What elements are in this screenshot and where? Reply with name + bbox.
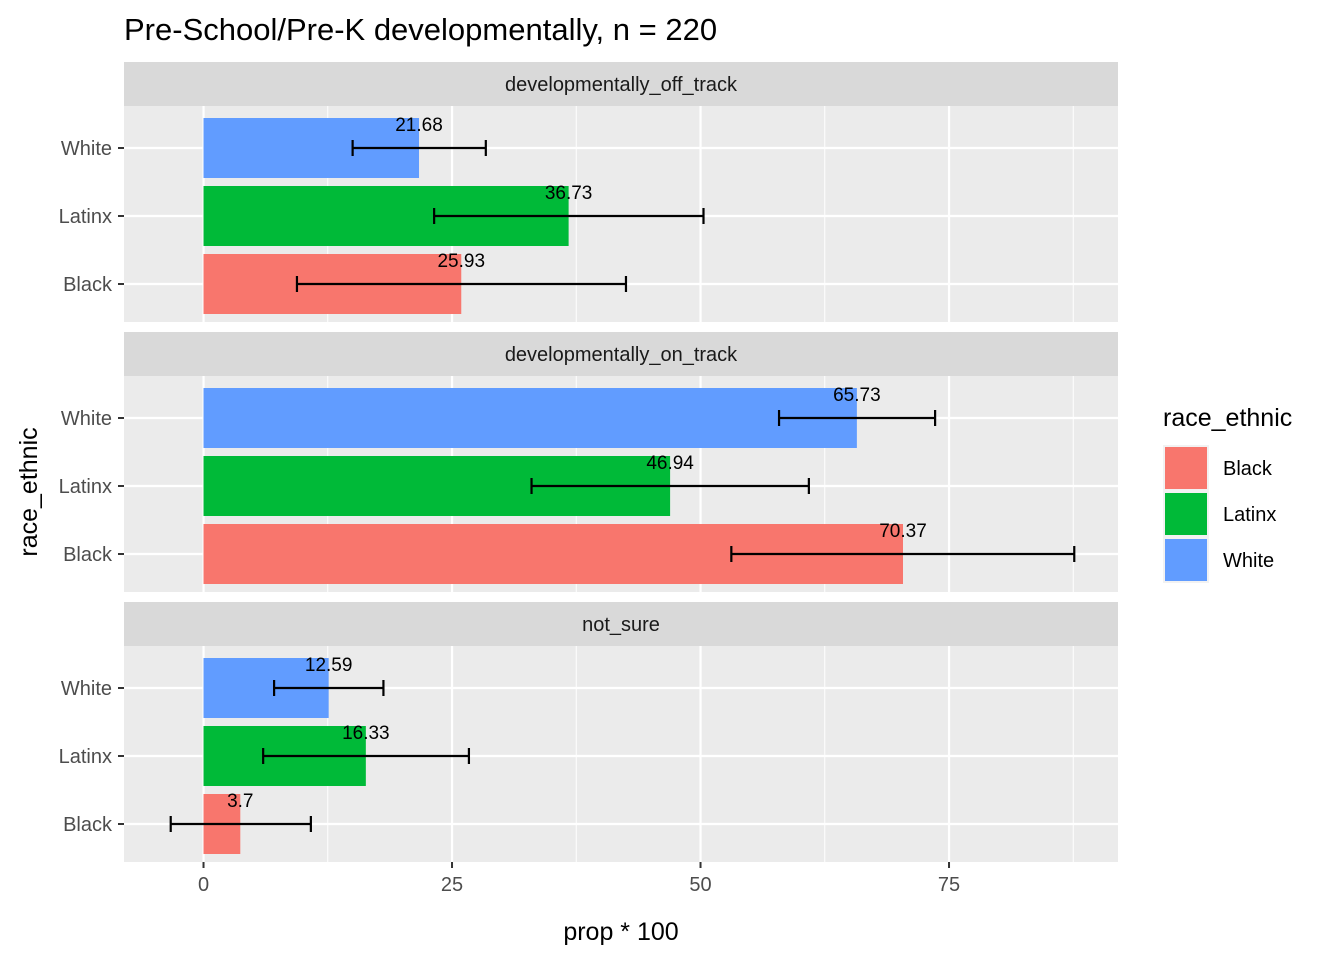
data-label-black: 25.93 xyxy=(437,251,485,272)
x-axis: 0 25 50 75 xyxy=(198,862,960,896)
facet-strip xyxy=(124,332,1118,376)
y-tick-label: White xyxy=(61,408,112,430)
legend-label: White xyxy=(1223,550,1274,572)
legend-swatch xyxy=(1165,539,1207,581)
error-bar-black xyxy=(295,276,628,292)
legend: race_ethnic Black Latinx White xyxy=(1163,404,1292,583)
error-bar-white xyxy=(777,410,937,426)
y-tick-label: Black xyxy=(63,814,113,836)
data-label-latinx: 46.94 xyxy=(646,453,694,474)
x-tick-label: 50 xyxy=(689,874,711,896)
facet-strip-label: developmentally_on_track xyxy=(505,344,738,366)
error-bar-white xyxy=(351,140,487,156)
legend-label: Latinx xyxy=(1223,504,1276,526)
facet-strip xyxy=(124,62,1118,106)
data-label-black: 3.7 xyxy=(227,791,253,812)
legend-title: race_ethnic xyxy=(1163,404,1292,432)
x-tick-label: 25 xyxy=(441,874,463,896)
error-bar-latinx xyxy=(262,748,471,764)
bar-white xyxy=(203,388,857,448)
facet-developmentally-on-track: developmentally_on_track 65.73 White 46.94 L… xyxy=(59,332,1118,592)
facet-strip xyxy=(124,602,1118,646)
legend-swatch xyxy=(1165,447,1207,489)
y-tick-label: Latinx xyxy=(59,746,112,768)
x-axis-title: prop * 100 xyxy=(563,918,678,946)
facet-panels: developmentally_off_track 21.68 White 36.73… xyxy=(59,62,1118,862)
legend-item-white: White xyxy=(1163,537,1274,583)
legend-label: Black xyxy=(1223,458,1273,480)
data-label-white: 65.73 xyxy=(833,385,881,406)
legend-item-black: Black xyxy=(1163,445,1273,491)
error-bar-black xyxy=(730,546,1076,562)
legend-items: Black Latinx White xyxy=(1163,445,1276,583)
legend-swatch xyxy=(1165,493,1207,535)
y-axis-title: race_ethnic xyxy=(15,427,43,556)
x-tick-label: 0 xyxy=(198,874,209,896)
facet-strip-label: developmentally_off_track xyxy=(505,74,738,96)
error-bar-white xyxy=(272,680,385,696)
x-tick-label: 75 xyxy=(938,874,960,896)
data-label-white: 21.68 xyxy=(395,115,443,136)
error-bar-latinx xyxy=(530,478,810,494)
y-tick-label: Black xyxy=(63,274,113,296)
legend-item-latinx: Latinx xyxy=(1163,491,1276,537)
y-tick-label: White xyxy=(61,678,112,700)
y-tick-label: Latinx xyxy=(59,206,112,228)
chart-title: Pre-School/Pre-K developmentally, n = 22… xyxy=(124,12,717,47)
data-label-white: 12.59 xyxy=(305,655,353,676)
y-tick-label: Latinx xyxy=(59,476,112,498)
data-label-latinx: 36.73 xyxy=(545,183,593,204)
facet-not-sure: not_sure 12.59 White 16.33 Latinx 3.7 Black xyxy=(59,602,1118,862)
data-label-latinx: 16.33 xyxy=(342,723,390,744)
facet-strip-label: not_sure xyxy=(582,614,660,636)
y-tick-label: Black xyxy=(63,544,113,566)
error-bar-black xyxy=(169,816,312,832)
data-label-black: 70.37 xyxy=(879,521,927,542)
facet-developmentally-off-track: developmentally_off_track 21.68 White 36.73… xyxy=(59,62,1118,322)
error-bar-latinx xyxy=(433,208,705,224)
y-tick-label: White xyxy=(61,138,112,160)
